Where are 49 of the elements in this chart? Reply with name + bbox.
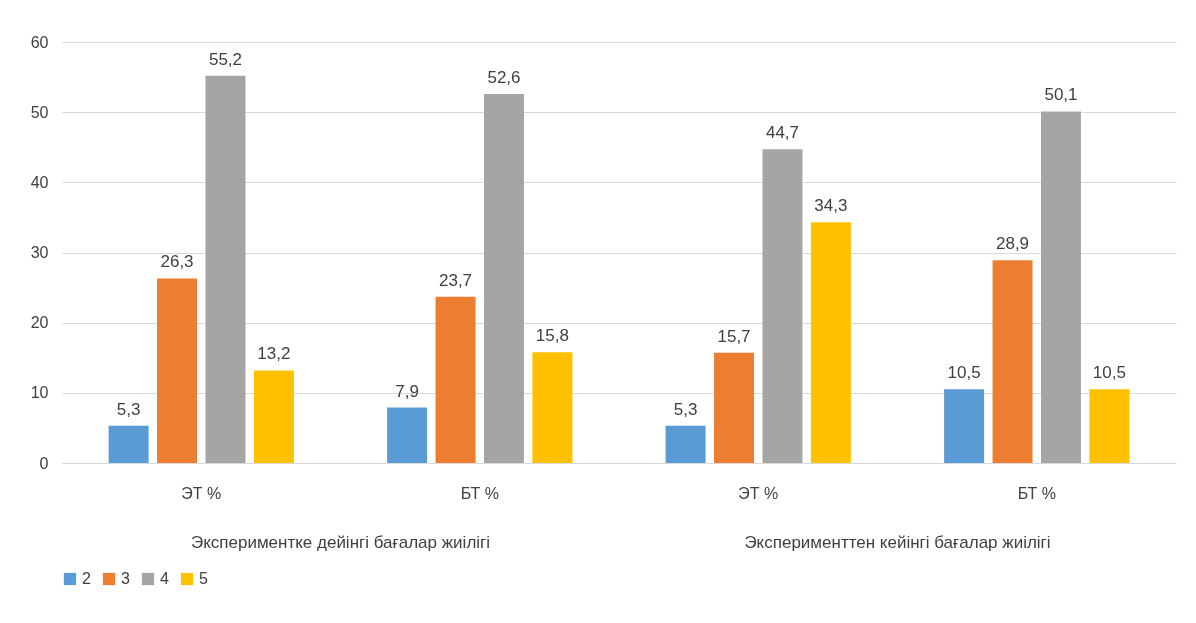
legend-label: 3 [121,570,130,587]
x-tick-label: ЭТ % [738,484,779,502]
bar [714,352,755,463]
data-label: 5,3 [116,399,141,419]
text: Экспериментке дейінгі бағалар жиілігі [190,533,491,553]
bar [1040,111,1081,463]
data-label: 28,9 [995,234,1030,254]
legend-label: 5 [199,570,208,587]
x-tick-label: БТ % [460,484,499,502]
bar [253,370,294,463]
data-label: 13,2 [257,344,291,364]
y-tick-label: 30 [30,244,49,261]
data-label: 5,3 [673,399,698,419]
y-tick-label: 10 [30,384,49,402]
data-label: 44,7 [765,123,800,143]
bar [483,93,524,463]
data-label: 15,8 [535,326,569,346]
data-label: 50,1 [1044,85,1078,105]
data-label: 55,2 [208,49,243,69]
bar [435,296,476,463]
bar [1089,389,1130,463]
data-label: 34,3 [814,196,848,216]
bar [992,260,1033,463]
y-tick-label: 0 [39,454,49,472]
data-label: 10,5 [947,363,981,383]
bar [810,222,851,463]
data-label: 23,7 [438,270,473,290]
bar [205,75,246,463]
data-label: 26,3 [160,252,194,272]
bar [944,389,985,463]
y-tick-label: 50 [30,103,49,121]
bar [665,425,706,463]
legend-label: 2 [82,570,91,587]
text: Эксперименттен кейінгі бағалар жиілігі [744,533,1051,553]
y-tick-label: 40 [30,173,49,191]
legend-label: 4 [160,570,169,587]
bar [157,278,198,463]
bar [532,352,573,463]
x-tick-label: ЭТ % [181,484,222,502]
y-tick-label: 20 [30,314,49,332]
data-label: 7,9 [395,381,419,401]
bar [108,425,149,463]
y-tick-label: 60 [30,33,49,51]
bar [762,149,803,463]
x-tick-label: БТ % [1017,484,1056,502]
data-label: 15,7 [717,326,751,346]
data-label: 10,5 [1092,363,1126,383]
bar [387,407,428,463]
data-label: 52,6 [487,67,521,87]
